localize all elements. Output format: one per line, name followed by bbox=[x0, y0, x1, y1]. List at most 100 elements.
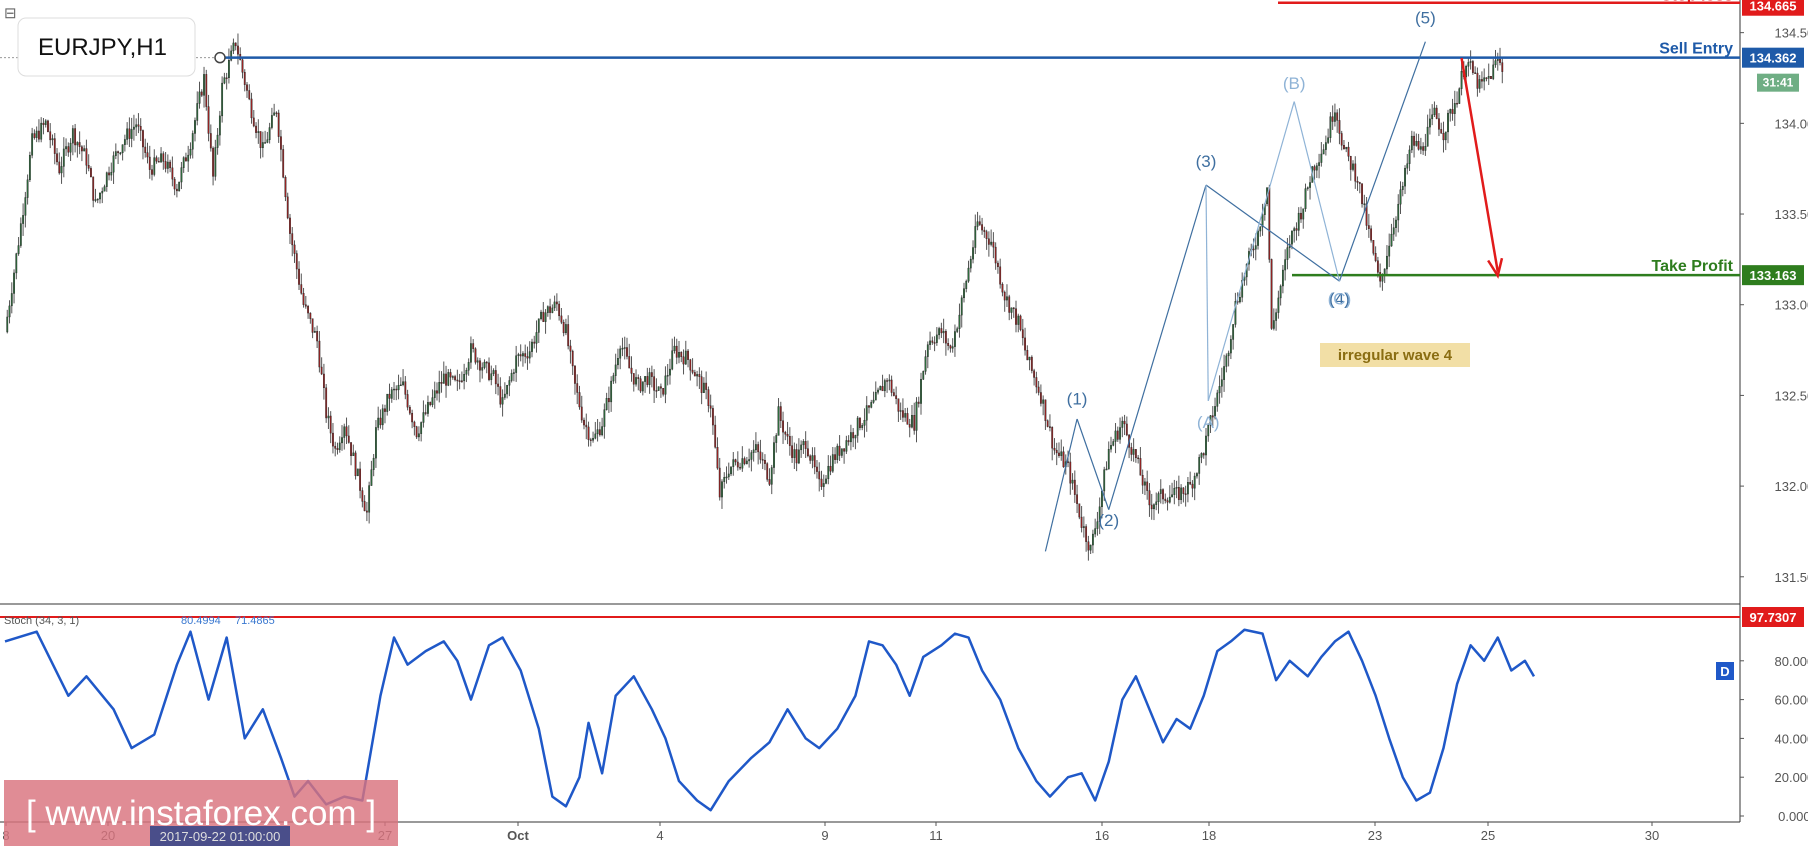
candle bbox=[767, 462, 768, 481]
candle-body bbox=[495, 370, 496, 384]
candle bbox=[737, 451, 738, 470]
candle bbox=[1115, 423, 1116, 453]
candle bbox=[1165, 494, 1166, 504]
candle bbox=[1361, 183, 1362, 207]
candle-body bbox=[721, 482, 722, 497]
candle-body bbox=[36, 131, 37, 138]
candle bbox=[1483, 68, 1484, 90]
candle bbox=[1004, 291, 1005, 312]
candle-body bbox=[1088, 542, 1089, 550]
candle bbox=[1042, 395, 1043, 415]
candle bbox=[936, 327, 937, 346]
candle-body bbox=[649, 372, 650, 384]
collapse-icon: ⊟ bbox=[4, 5, 17, 22]
candle-body bbox=[298, 269, 299, 285]
candle-body bbox=[941, 328, 942, 332]
candle-body bbox=[1298, 213, 1299, 230]
candle-body bbox=[993, 242, 994, 247]
candle bbox=[287, 193, 288, 220]
candle bbox=[1300, 207, 1301, 223]
candle bbox=[502, 389, 503, 416]
candle-body bbox=[798, 450, 799, 463]
candle bbox=[208, 95, 209, 141]
candle bbox=[809, 454, 810, 463]
candle bbox=[1486, 77, 1487, 81]
candle bbox=[83, 145, 84, 151]
candle-body bbox=[217, 135, 218, 147]
candle-body bbox=[984, 230, 985, 232]
candle bbox=[1061, 439, 1062, 460]
candle bbox=[714, 416, 715, 449]
candle bbox=[665, 366, 666, 403]
candle bbox=[1282, 265, 1283, 293]
candle bbox=[963, 283, 964, 303]
candle bbox=[154, 149, 155, 176]
candle-body bbox=[506, 385, 507, 394]
candle-body bbox=[819, 472, 820, 479]
candle bbox=[981, 218, 982, 235]
candle bbox=[726, 466, 727, 483]
candle bbox=[1388, 234, 1389, 267]
candle bbox=[267, 132, 268, 143]
candle bbox=[1106, 461, 1107, 470]
candle-body bbox=[769, 479, 770, 484]
candle-body bbox=[538, 319, 539, 333]
candle bbox=[475, 347, 476, 364]
candle-body bbox=[402, 382, 403, 385]
candle-body bbox=[1336, 113, 1337, 121]
candle bbox=[1260, 226, 1261, 237]
candle bbox=[615, 354, 616, 384]
candle-body bbox=[843, 449, 844, 452]
candle bbox=[972, 240, 973, 263]
candle bbox=[572, 350, 573, 375]
candle bbox=[925, 350, 926, 374]
candle-body bbox=[294, 245, 295, 254]
candle-body bbox=[280, 137, 281, 150]
candle-body bbox=[323, 374, 324, 388]
candle-body bbox=[959, 315, 960, 329]
candle-body bbox=[619, 349, 620, 358]
candle-body bbox=[1027, 350, 1028, 360]
candle-body bbox=[902, 410, 903, 417]
candle-body bbox=[805, 441, 806, 448]
candle-body bbox=[1436, 108, 1437, 119]
candle bbox=[330, 411, 331, 443]
candle bbox=[90, 166, 91, 177]
candle bbox=[970, 256, 971, 273]
candle-body bbox=[848, 440, 849, 441]
candle bbox=[192, 130, 193, 158]
candle-body bbox=[441, 382, 442, 383]
candle-body bbox=[1361, 184, 1362, 204]
candle bbox=[988, 231, 989, 256]
candle bbox=[332, 423, 333, 453]
candle bbox=[477, 357, 478, 369]
candle-body bbox=[190, 149, 191, 155]
candle-body bbox=[950, 346, 951, 349]
candle bbox=[260, 131, 261, 158]
candle-body bbox=[1176, 487, 1177, 488]
candle-body bbox=[954, 332, 955, 347]
candle bbox=[206, 70, 207, 111]
candle bbox=[292, 227, 293, 256]
candle bbox=[712, 405, 713, 435]
candle bbox=[1205, 428, 1206, 466]
candle bbox=[658, 386, 659, 391]
candle bbox=[520, 344, 521, 361]
candle bbox=[803, 439, 804, 454]
candle bbox=[38, 119, 39, 142]
candle-body bbox=[696, 374, 697, 376]
candle bbox=[579, 386, 580, 410]
candle bbox=[29, 152, 30, 182]
candle bbox=[1108, 441, 1109, 469]
candle bbox=[1366, 197, 1367, 230]
candle bbox=[558, 301, 559, 321]
candle bbox=[1133, 438, 1134, 462]
candle bbox=[124, 135, 125, 152]
candle-body bbox=[653, 377, 654, 391]
candle-body bbox=[206, 74, 207, 106]
candle bbox=[556, 293, 557, 311]
candle bbox=[1355, 156, 1356, 189]
candle-body bbox=[463, 374, 464, 381]
